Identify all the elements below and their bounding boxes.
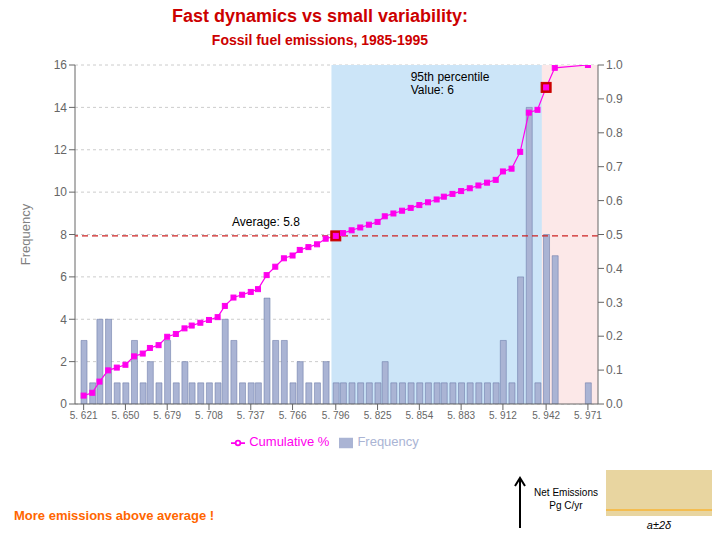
svg-text:0.5: 0.5 (606, 228, 623, 242)
svg-text:14: 14 (54, 101, 68, 115)
svg-text:0.1: 0.1 (606, 363, 623, 377)
svg-text:95th percentileValue: 6: 95th percentileValue: 6 (411, 70, 490, 97)
html-text:Fast dynamics vs small variabi: Fast dynamics vs small variability: (171, 6, 469, 26)
svg-text:12: 12 (54, 143, 68, 157)
svg-text:0.3: 0.3 (606, 296, 623, 310)
svg-text:5. 883: 5. 883 (447, 410, 475, 421)
svg-text:0: 0 (60, 397, 67, 411)
svg-text:5. 942: 5. 942 (532, 410, 560, 421)
html-text:a±2δ: a±2δ (646, 519, 672, 531)
svg-text:16: 16 (54, 58, 68, 72)
svg-text:0.0: 0.0 (606, 397, 623, 411)
svg-text:6: 6 (60, 270, 67, 284)
html-text:Net Emissions Pg C/yr: Net Emissions Pg C/yr (534, 487, 598, 511)
svg-text:5. 708: 5. 708 (195, 410, 223, 421)
svg-text:5. 854: 5. 854 (405, 410, 433, 421)
svg-text:5. 766: 5. 766 (279, 410, 307, 421)
svg-text:0.9: 0.9 (606, 92, 623, 106)
svg-text:Average: 5.8: Average: 5.8 (232, 215, 300, 229)
svg-text:0.7: 0.7 (606, 160, 623, 174)
svg-text:4: 4 (60, 313, 67, 327)
svg-text:10: 10 (54, 185, 68, 199)
svg-text:0.8: 0.8 (606, 126, 623, 140)
svg-text:5. 825: 5. 825 (364, 410, 392, 421)
html-text:Cumulative %: Cumulative % (249, 434, 330, 449)
svg-text:1.0: 1.0 (606, 58, 623, 72)
svg-text:5. 971: 5. 971 (574, 410, 602, 421)
svg-text:8: 8 (60, 228, 67, 242)
svg-text:0.6: 0.6 (606, 194, 623, 208)
svg-text:2: 2 (60, 355, 67, 369)
html-text:Fossil fuel emissions, 1985-19: Fossil fuel emissions, 1985-1995 (211, 32, 429, 48)
html-text:More emissions above average !: More emissions above average ! (14, 508, 215, 523)
svg-text:5. 621: 5. 621 (70, 410, 98, 421)
svg-text:0.2: 0.2 (606, 329, 623, 343)
svg-text:Frequency: Frequency (18, 203, 33, 265)
svg-text:0.4: 0.4 (606, 262, 623, 276)
svg-text:5. 796: 5. 796 (322, 410, 350, 421)
html-text:Frequency: Frequency (357, 434, 419, 449)
svg-text:5. 912: 5. 912 (489, 410, 517, 421)
svg-text:5. 679: 5. 679 (153, 410, 181, 421)
svg-text:5. 650: 5. 650 (112, 410, 140, 421)
svg-text:5. 737: 5. 737 (237, 410, 265, 421)
